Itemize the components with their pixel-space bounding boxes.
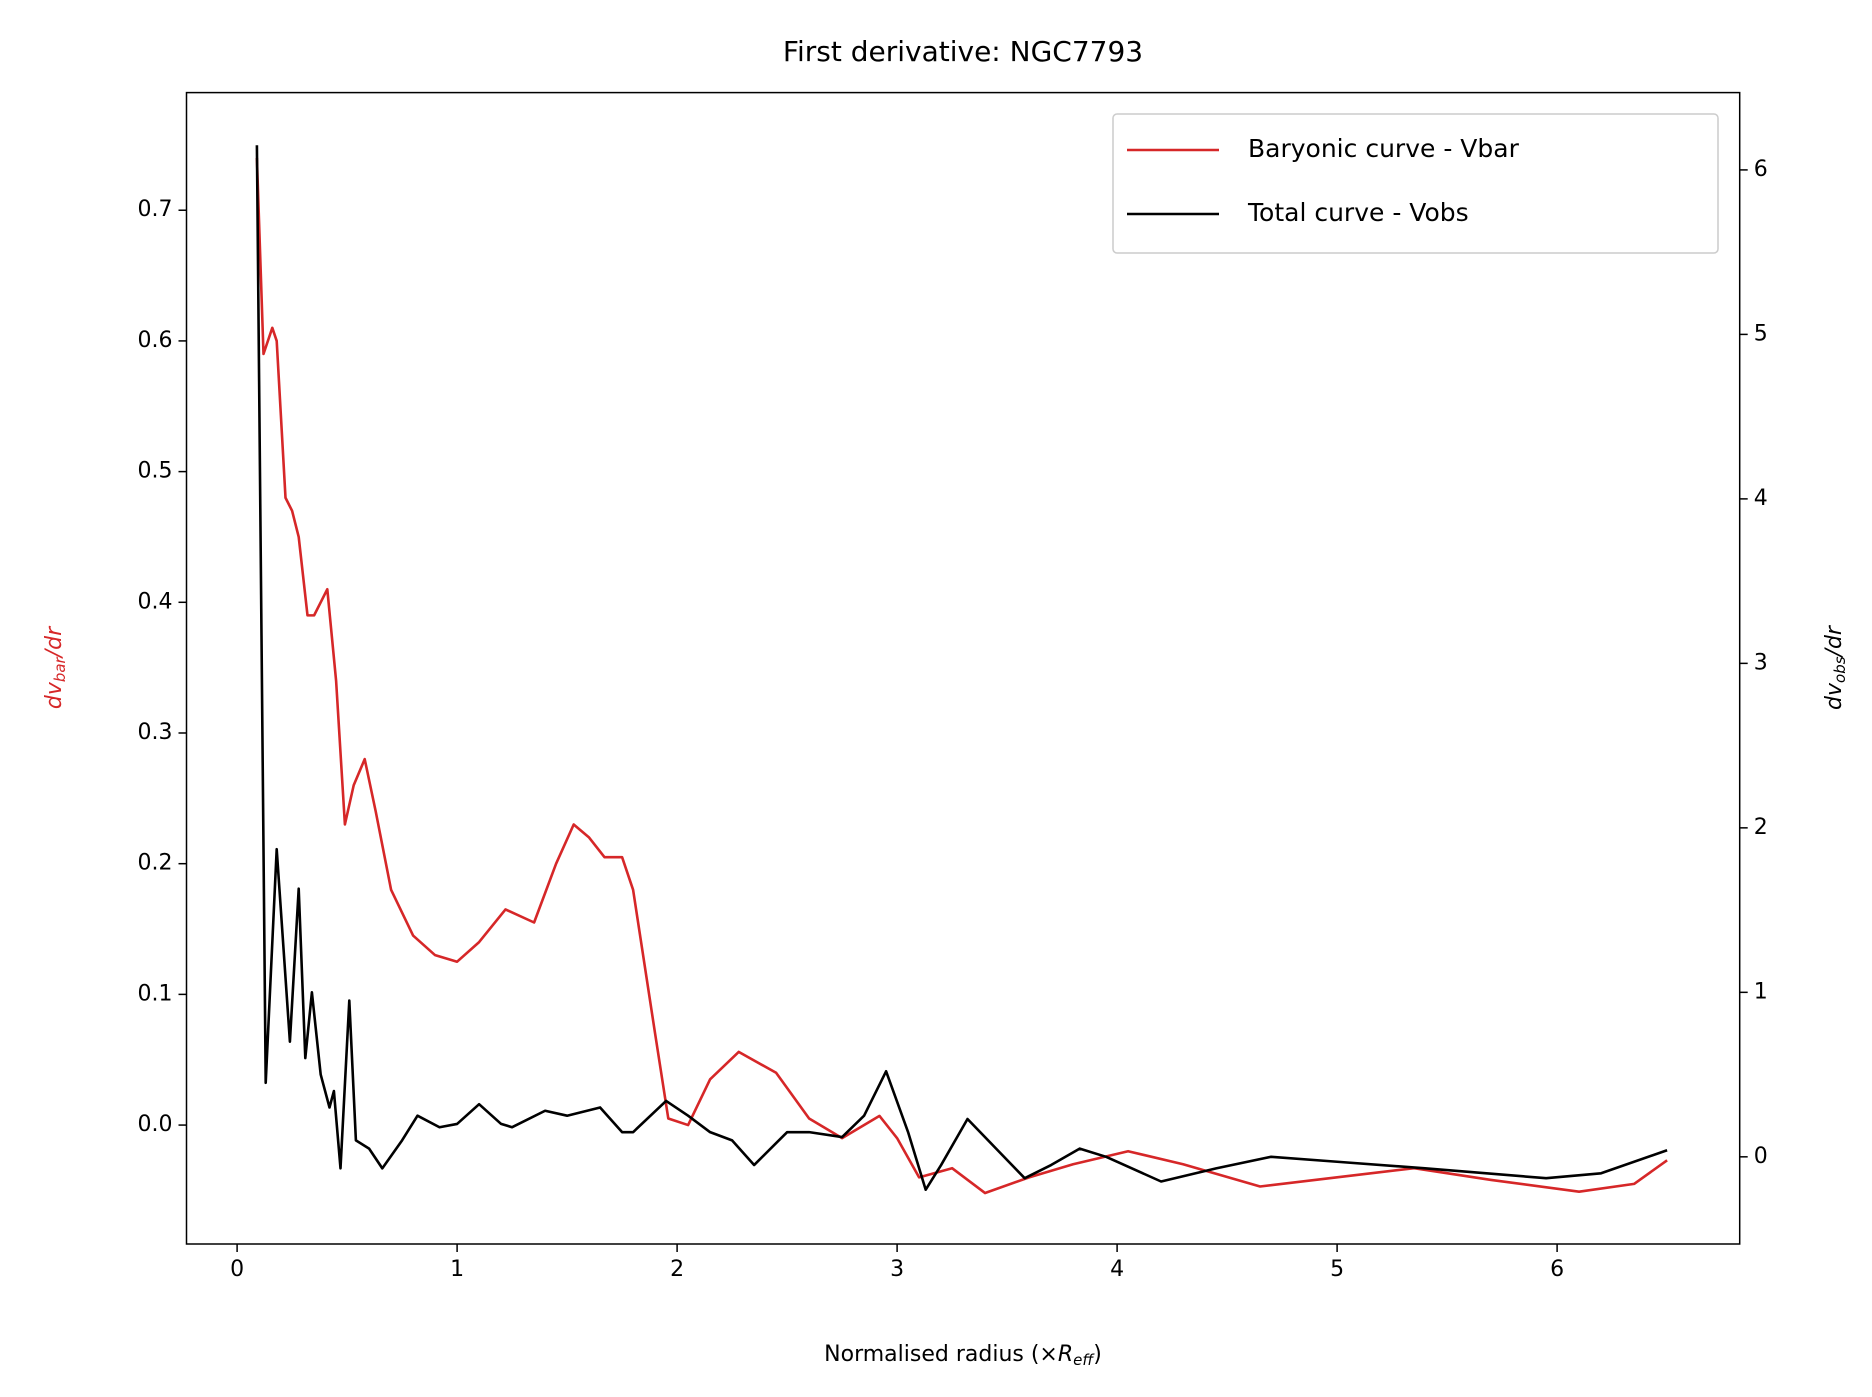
y-tick-label: 0.5 [138, 459, 173, 484]
x-tick-label: 0 [230, 1257, 244, 1282]
y2-tick-label: 6 [1754, 157, 1768, 182]
legend-label: Total curve - Vobs [1247, 198, 1469, 227]
y2-axis-label: dvobs/dr [1822, 624, 1849, 710]
x-tick-label: 4 [1110, 1257, 1124, 1282]
x-tick-label: 6 [1550, 1257, 1564, 1282]
y-tick-label: 0.6 [138, 328, 173, 353]
chart-title: First derivative: NGC7793 [783, 35, 1143, 68]
legend-box [1112, 113, 1719, 254]
y-tick-label: 0.1 [138, 981, 173, 1006]
x-tick-label: 2 [670, 1257, 684, 1282]
y2-tick-label: 3 [1754, 650, 1768, 675]
series-line [255, 157, 1668, 1195]
plot-frame [185, 91, 1741, 1245]
legend-label: Baryonic curve - Vbar [1248, 134, 1520, 163]
y2-tick-label: 4 [1754, 486, 1768, 511]
y2-tick-label: 0 [1754, 1144, 1768, 1169]
y-axis-label: dvbar/dr [42, 625, 69, 709]
y2-tick-label: 2 [1754, 815, 1768, 840]
y-tick-label: 0.7 [138, 197, 173, 222]
x-tick-label: 5 [1330, 1257, 1344, 1282]
y-tick-label: 0.2 [138, 851, 173, 876]
y2-tick-label: 5 [1754, 321, 1768, 346]
x-tick-label: 3 [890, 1257, 904, 1282]
y-tick-label: 0.0 [138, 1112, 173, 1137]
y2-tick-label: 1 [1754, 979, 1768, 1004]
x-axis-label: Normalised radius (×Reff) [824, 1342, 1102, 1369]
y-tick-label: 0.4 [138, 589, 173, 614]
series-line [255, 145, 1668, 1192]
x-tick-label: 1 [450, 1257, 464, 1282]
y-tick-label: 0.3 [138, 720, 173, 745]
